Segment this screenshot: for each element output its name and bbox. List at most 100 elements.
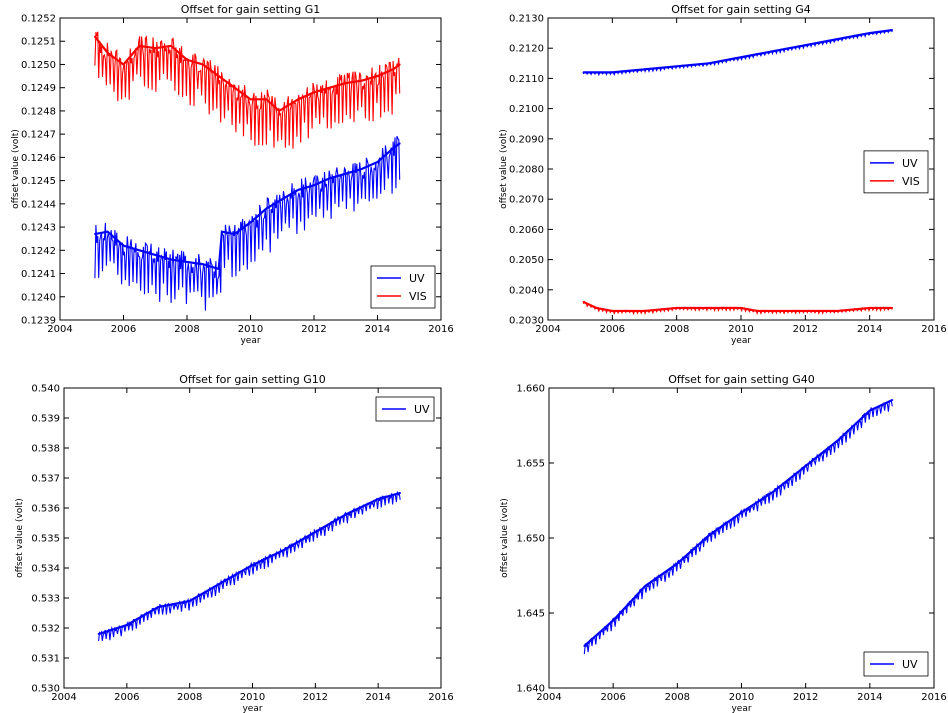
data-point-vis: [740, 307, 742, 309]
y-tick-label: 1.655: [516, 459, 545, 470]
x-tick-label: 2010: [728, 324, 753, 335]
data-point-vis: [328, 86, 331, 89]
data-point-uv: [868, 409, 871, 412]
data-point-vis: [265, 98, 268, 101]
data-point-uv: [399, 492, 402, 494]
legend: UV VIS: [370, 265, 436, 309]
x-tick-label: 2016: [921, 324, 946, 335]
legend-label-vis: VIS: [902, 175, 920, 188]
data-point-uv: [675, 65, 678, 68]
y-tick-label: 0.2110: [509, 74, 544, 85]
data-point-uv: [891, 399, 894, 401]
data-point-uv: [157, 606, 160, 608]
data-point-uv: [106, 230, 109, 233]
data-point-uv: [708, 534, 711, 536]
data-point-uv: [868, 32, 871, 34]
y-tick-label: 0.1249: [21, 83, 56, 94]
data-point-uv: [836, 38, 839, 41]
legend-label-uv: UV: [414, 403, 430, 416]
data-point-uv: [201, 263, 204, 266]
x-tick-label: 2012: [793, 324, 818, 335]
data-point-uv: [740, 511, 743, 514]
data-point-uv: [314, 531, 317, 533]
data-point-vis: [611, 310, 614, 312]
y-tick-label: 0.2060: [509, 225, 544, 236]
data-point-uv: [328, 177, 331, 180]
data-point-vis: [217, 75, 220, 77]
y-axis-label: offset value (volt): [499, 129, 509, 209]
data-point-vis: [707, 307, 710, 309]
y-tick-label: 0.530: [31, 684, 60, 695]
series-noise-uv: [583, 400, 893, 655]
y-axis-label: offset value (volt): [15, 498, 25, 578]
y-tick-label: 1.650: [516, 534, 545, 545]
legend: UV: [863, 651, 929, 677]
data-point-vis: [313, 91, 315, 94]
data-point-uv: [283, 549, 285, 551]
x-tick-label: 2014: [365, 692, 390, 703]
chart-panel-4: Offset for gain setting G40 2004 2006 2008 2…: [500, 373, 947, 713]
data-point-vis: [170, 44, 173, 47]
data-point-uv: [313, 184, 315, 187]
y-tick-label: 0.1241: [21, 269, 56, 280]
data-point-uv: [891, 29, 894, 31]
data-point-uv: [740, 56, 742, 59]
x-tick-label: 2010: [729, 692, 754, 703]
data-point-uv: [233, 233, 236, 235]
data-point-uv: [772, 490, 775, 493]
data-point-vis: [643, 310, 646, 312]
x-tick-label: 2012: [301, 324, 326, 335]
y-tick-label: 0.2030: [509, 316, 544, 327]
y-tick-label: 0.2100: [509, 104, 544, 115]
x-tick-label: 2008: [664, 324, 689, 335]
data-point-uv: [344, 172, 347, 175]
data-point-uv: [377, 498, 380, 500]
y-tick-label: 0.1250: [21, 60, 56, 71]
data-point-uv: [644, 585, 647, 587]
series-line-uv: [94, 142, 401, 271]
x-tick-label: 2014: [365, 324, 390, 335]
y-axis-label: offset value (volt): [500, 498, 510, 578]
data-point-uv: [221, 230, 223, 233]
y-tick-label: 0.1244: [21, 199, 56, 210]
data-point-vis: [233, 86, 236, 89]
x-tick-label: 2012: [303, 692, 328, 703]
data-point-vis: [891, 307, 894, 309]
data-point-vis: [106, 51, 109, 54]
chart-panel-1: Offset for gain setting G1 2004 2006 2008 20…: [11, 3, 454, 346]
y-tick-label: 1.645: [516, 609, 545, 620]
y-tick-label: 0.538: [31, 444, 60, 455]
y-tick-label: 0.539: [31, 414, 60, 425]
y-tick-label: 0.2040: [509, 285, 544, 296]
y-axis-label: offset value (volt): [11, 129, 21, 209]
y-tick-label: 0.1243: [21, 223, 56, 234]
y-tick-label: 0.1239: [21, 316, 56, 327]
y-tick-label: 0.2050: [509, 255, 544, 266]
data-point-vis: [756, 310, 758, 312]
legend: UV VIS: [863, 150, 929, 194]
data-point-uv: [360, 168, 363, 170]
data-point-vis: [249, 98, 252, 101]
x-tick-label: 2006: [600, 692, 625, 703]
chart-title: Offset for gain setting G40: [668, 373, 815, 386]
x-axis-label: year: [731, 704, 751, 713]
x-tick-label: 2006: [600, 324, 625, 335]
data-point-uv: [154, 254, 157, 256]
data-point-vis: [595, 307, 598, 309]
data-point-vis: [398, 63, 401, 66]
y-tick-label: 0.1248: [21, 106, 56, 117]
data-point-vis: [201, 63, 204, 66]
data-point-vis: [186, 58, 188, 61]
y-tick-label: 1.640: [516, 684, 545, 695]
data-point-uv: [583, 645, 586, 647]
data-point-uv: [582, 71, 585, 74]
x-tick-label: 2010: [238, 324, 263, 335]
x-axis-label: year: [240, 336, 260, 346]
legend: UV: [375, 396, 435, 422]
x-tick-label: 2006: [114, 692, 139, 703]
data-point-uv: [217, 267, 220, 270]
data-point-uv: [804, 44, 807, 47]
data-point-uv: [265, 207, 268, 210]
data-point-uv: [170, 258, 173, 261]
